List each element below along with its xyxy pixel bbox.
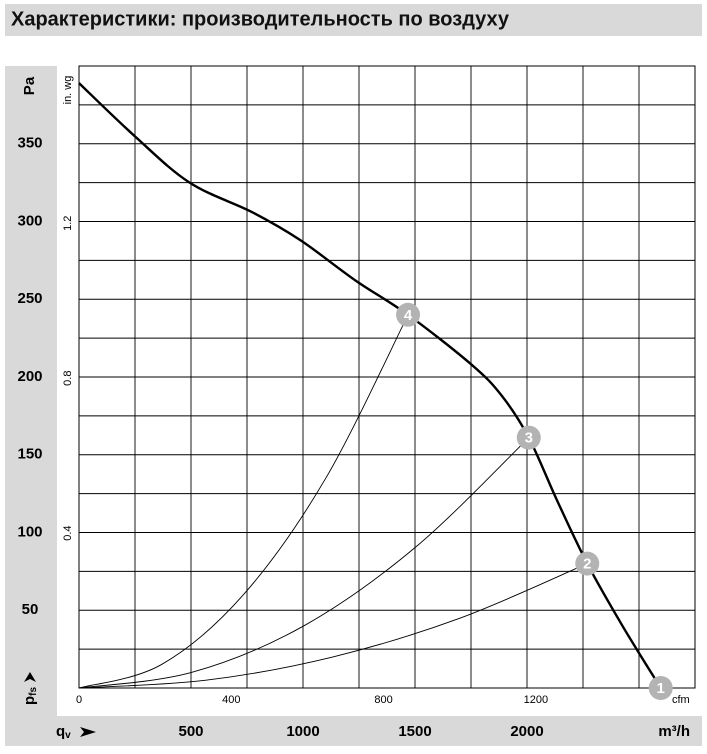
x-unit: m³/h <box>658 723 690 740</box>
x2-tick-label: 1200 <box>524 694 548 706</box>
y-tick-label: 50 <box>22 601 39 618</box>
y2-tick-label: 0.4 <box>62 525 74 540</box>
y-axis-label: pfs <box>21 686 39 705</box>
x2-axis-label: cfm <box>672 694 690 706</box>
x2-tick-label: 800 <box>374 694 392 706</box>
x-tick-label: 2000 <box>510 723 543 740</box>
y2-axis-label: in. wg <box>62 76 74 105</box>
chart-title: Характеристики: производительность по во… <box>11 8 510 30</box>
y-axis-subscript: fs <box>28 686 39 695</box>
y-tick-label: 250 <box>17 290 42 307</box>
x2-tick-label: 0 <box>76 694 82 706</box>
x-axis-label: qv <box>56 723 71 741</box>
curve <box>78 563 588 689</box>
y-tick-label: 200 <box>17 368 42 385</box>
y-tick-label: 150 <box>17 446 42 463</box>
y-tick-label: 350 <box>17 135 42 152</box>
y-tick-label: 100 <box>17 523 42 540</box>
operating-point-label: 4 <box>404 307 413 324</box>
x2-tick-label: 400 <box>222 694 240 706</box>
y-arrow <box>24 672 36 682</box>
y-axis-band <box>5 66 57 746</box>
curve <box>78 314 409 689</box>
x-tick-label: 1500 <box>398 723 431 740</box>
y2-tick-label: 0.8 <box>62 371 74 386</box>
operating-point-label: 2 <box>583 556 591 573</box>
x-tick-label: 500 <box>178 723 203 740</box>
operating-point <box>516 425 541 450</box>
plot-border <box>78 65 696 689</box>
y-unit: Pa <box>21 76 38 95</box>
x-axis-symbol: q <box>56 723 65 740</box>
y-axis-symbol: p <box>21 696 38 705</box>
x-axis-subscript: v <box>65 730 71 741</box>
operating-point <box>396 302 421 327</box>
x-arrow <box>80 727 96 737</box>
operating-point-label: 3 <box>525 430 533 447</box>
x-axis-band <box>5 716 702 746</box>
operating-point <box>648 676 673 700</box>
title-bar <box>5 4 702 36</box>
x-tick-label: 1000 <box>286 723 319 740</box>
y-tick-label: 300 <box>17 212 42 229</box>
curve <box>78 437 530 689</box>
curve <box>78 82 662 689</box>
operating-point-label: 1 <box>657 680 665 697</box>
y2-tick-label: 1.2 <box>62 216 74 231</box>
operating-point <box>575 551 600 576</box>
